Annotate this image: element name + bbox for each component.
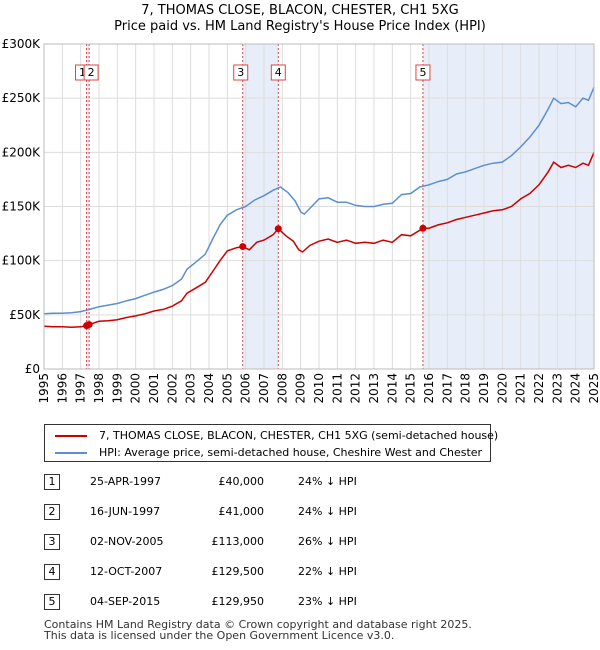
x-tick-label: 1999 — [110, 373, 124, 404]
x-tick-label: 2017 — [440, 373, 454, 404]
plot-border — [43, 43, 595, 370]
x-tick-label: 2023 — [550, 373, 564, 404]
x-tick-label: 1997 — [74, 373, 88, 404]
sale-marker-4 — [274, 225, 282, 233]
chart-title: 7, THOMAS CLOSE, BLACON, CHESTER, CH1 5X… — [0, 3, 600, 35]
row-price: £129,950 — [211, 595, 265, 608]
x-tick-label: 2003 — [184, 373, 198, 404]
y-tick-label: £300K — [2, 37, 42, 51]
legend: 7, THOMAS CLOSE, BLACON, CHESTER, CH1 5X… — [44, 424, 498, 462]
x-tick-label: 2025 — [587, 373, 600, 404]
row-number: 4 — [44, 564, 60, 580]
table-row: 3 02-NOV-2005 £113,000 26% ↓ HPI — [44, 533, 444, 551]
x-tick-label: 2001 — [147, 373, 161, 404]
row-hpi: 26% ↓ HPI — [298, 535, 357, 548]
sale-marker-3 — [239, 243, 247, 251]
row-date: 16-JUN-1997 — [90, 505, 161, 518]
y-tick-label: £100K — [2, 254, 42, 268]
x-tick-label: 1996 — [55, 373, 69, 404]
title-line-2: Price paid vs. HM Land Registry's House … — [114, 19, 486, 34]
footer-line-2: This data is licensed under the Open Gov… — [44, 629, 395, 642]
x-tick-label: 2013 — [367, 373, 381, 404]
series-line-hpi — [43, 87, 595, 315]
chart: £0 £50K £100K £150K £200K £250K £300K 1995 1996 1… — [2, 37, 600, 404]
y-tick-label: £250K — [2, 91, 42, 105]
sale-label-4: 4 — [275, 66, 282, 79]
sale-marker-5 — [419, 224, 427, 232]
x-tick-label: 1998 — [92, 373, 106, 404]
y-tick-label: £50K — [9, 308, 41, 322]
y-tick-label: £150K — [2, 200, 42, 214]
sale-label-3: 3 — [237, 66, 244, 79]
row-date: 12-OCT-2007 — [90, 565, 163, 578]
row-date: 25-APR-1997 — [90, 475, 162, 488]
row-price: £129,500 — [211, 565, 265, 578]
y-tick-label: £0 — [25, 362, 40, 376]
row-date: 04-SEP-2015 — [90, 595, 161, 608]
row-hpi: 24% ↓ HPI — [298, 475, 357, 488]
sale-label-2: 2 — [88, 66, 95, 79]
sale-label-box-2 — [83, 64, 99, 81]
sale-label-box-5 — [415, 64, 431, 81]
row-number: 1 — [44, 474, 60, 490]
x-tick-label: 2016 — [422, 373, 436, 404]
row-number: 5 — [44, 594, 60, 610]
table-row: 4 12-OCT-2007 £129,500 22% ↓ HPI — [44, 563, 444, 581]
row-number: 3 — [44, 534, 60, 550]
x-tick-label: 2007 — [257, 373, 271, 404]
row-price: £41,000 — [218, 505, 265, 518]
footer: Contains HM Land Registry data © Crown c… — [44, 619, 472, 641]
x-tick-label: 2000 — [129, 373, 143, 404]
row-price: £40,000 — [218, 475, 265, 488]
x-tick-label: 2004 — [202, 373, 216, 404]
x-tick-label: 2019 — [477, 373, 491, 404]
x-tick-label: 2012 — [349, 373, 363, 404]
sale-label-box-4 — [270, 64, 286, 81]
table-row: 5 04-SEP-2015 £129,950 23% ↓ HPI — [44, 593, 444, 611]
legend-swatch-hpi — [55, 452, 87, 454]
x-tick-label: 2022 — [532, 373, 546, 404]
x-tick-label: 2006 — [239, 373, 253, 404]
row-hpi: 22% ↓ HPI — [298, 565, 357, 578]
x-tick-label: 2014 — [385, 373, 399, 404]
series-line-property — [43, 152, 595, 329]
legend-item-property: 7, THOMAS CLOSE, BLACON, CHESTER, CH1 5X… — [55, 428, 498, 444]
x-tick-label: 1995 — [37, 373, 51, 404]
x-tick-label: 2020 — [495, 373, 509, 404]
x-tick-label: 2002 — [165, 373, 179, 404]
row-date: 02-NOV-2005 — [90, 535, 164, 548]
sale-label-1: 1 — [79, 66, 86, 79]
footer-line-1: Contains HM Land Registry data © Crown c… — [44, 618, 472, 631]
x-tick-label: 2010 — [312, 373, 326, 404]
x-tick-label: 2018 — [459, 373, 473, 404]
title-line-1: 7, THOMAS CLOSE, BLACON, CHESTER, CH1 5X… — [141, 3, 459, 18]
sale-label-box-3 — [233, 64, 249, 81]
y-tick-label: £200K — [2, 145, 42, 159]
sale-label-5: 5 — [419, 66, 426, 79]
legend-label-property: 7, THOMAS CLOSE, BLACON, CHESTER, CH1 5X… — [99, 429, 499, 442]
x-tick-label: 2024 — [569, 373, 583, 404]
x-tick-label: 2021 — [514, 373, 528, 404]
x-tick-label: 2009 — [294, 373, 308, 404]
row-number: 2 — [44, 504, 60, 520]
x-tick-label: 2011 — [330, 373, 344, 404]
legend-swatch-property — [55, 435, 87, 437]
x-tick-label: 2005 — [220, 373, 234, 404]
table-row: 2 16-JUN-1997 £41,000 24% ↓ HPI — [44, 503, 444, 521]
table-row: 1 25-APR-1997 £40,000 24% ↓ HPI — [44, 473, 444, 491]
x-tick-label: 2015 — [404, 373, 418, 404]
x-tick-label: 2008 — [275, 373, 289, 404]
legend-item-hpi: HPI: Average price, semi-detached house,… — [55, 445, 482, 461]
row-hpi: 24% ↓ HPI — [298, 505, 357, 518]
legend-label-hpi: HPI: Average price, semi-detached house,… — [99, 446, 483, 459]
row-hpi: 23% ↓ HPI — [298, 595, 357, 608]
sale-marker-2 — [85, 321, 93, 329]
row-price: £113,000 — [211, 535, 265, 548]
